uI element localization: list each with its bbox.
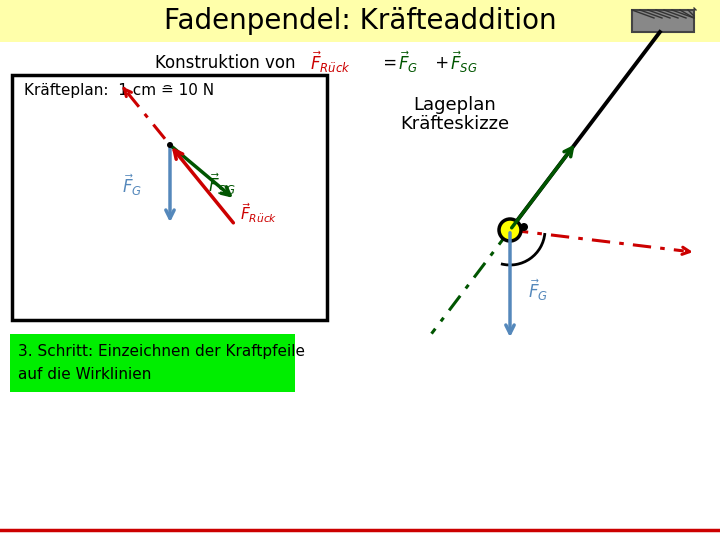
- Text: Kräfteskizze: Kräfteskizze: [400, 115, 510, 133]
- Text: $\vec{F}_{R\"{u}ck}$: $\vec{F}_{R\"{u}ck}$: [310, 49, 351, 75]
- Text: $\vec{F}_{R\"{u}ck}$: $\vec{F}_{R\"{u}ck}$: [240, 201, 278, 225]
- Circle shape: [499, 219, 521, 241]
- Text: =: =: [378, 54, 402, 72]
- Text: +: +: [430, 54, 454, 72]
- Text: Lageplan: Lageplan: [413, 96, 496, 114]
- Bar: [12, 75, 327, 320]
- Text: Kräfteplan:  1 cm ≘ 10 N: Kräfteplan: 1 cm ≘ 10 N: [24, 84, 214, 98]
- Circle shape: [167, 142, 173, 148]
- Text: $\vec{F}_G$: $\vec{F}_G$: [122, 172, 142, 198]
- Text: Konstruktion von: Konstruktion von: [155, 54, 295, 72]
- Text: $\vec{F}_{SG}$: $\vec{F}_{SG}$: [207, 172, 235, 197]
- Text: $\vec{F}_G$: $\vec{F}_G$: [528, 278, 548, 303]
- Text: $\vec{F}_{SG}$: $\vec{F}_{SG}$: [450, 49, 477, 75]
- Bar: [632, 10, 694, 32]
- Bar: [10, 334, 295, 392]
- Text: $\vec{F}_{G}$: $\vec{F}_{G}$: [398, 49, 418, 75]
- Bar: [0, 0, 720, 42]
- Text: Fadenpendel: Kräfteaddition: Fadenpendel: Kräfteaddition: [163, 7, 557, 35]
- Text: 3. Schritt: Einzeichnen der Kraftpfeile
auf die Wirklinien: 3. Schritt: Einzeichnen der Kraftpfeile …: [18, 344, 305, 382]
- Circle shape: [520, 223, 528, 231]
